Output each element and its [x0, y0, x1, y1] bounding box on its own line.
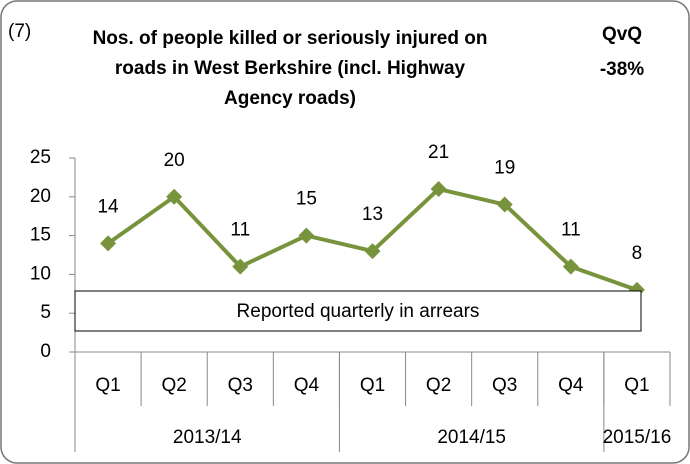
x-tick-label: Q1 [624, 375, 649, 396]
data-label: 8 [632, 243, 643, 264]
data-marker [364, 243, 381, 260]
group-label: 2015/16 [603, 427, 672, 448]
annotation-box [74, 290, 642, 332]
group-label: 2014/15 [437, 427, 506, 448]
data-marker [298, 227, 315, 244]
data-label: 14 [97, 196, 119, 217]
group-label: 2013/14 [173, 427, 242, 448]
data-label: 11 [230, 220, 250, 241]
data-label: 15 [296, 189, 317, 210]
x-tick-label: Q3 [228, 375, 253, 396]
x-tick-label: Q4 [294, 375, 320, 396]
y-tick-label: 5 [40, 302, 51, 323]
x-tick-label: Q4 [558, 375, 584, 396]
data-marker [166, 188, 183, 205]
data-label: 21 [428, 142, 449, 163]
qvq-label: QvQ [602, 24, 642, 45]
x-tick-label: Q1 [360, 375, 385, 396]
data-label: 20 [164, 150, 185, 171]
data-label: 13 [362, 204, 383, 225]
data-marker [562, 258, 579, 275]
qvq-value: -38% [600, 59, 644, 80]
x-tick-label: Q1 [95, 375, 120, 396]
y-tick-label: 15 [30, 225, 51, 246]
x-tick-label: Q2 [426, 375, 451, 396]
data-marker [100, 235, 117, 252]
data-label: 11 [561, 220, 581, 241]
panel-number: (7) [8, 21, 31, 42]
chart-title: Nos. of people killed or seriously injur… [92, 28, 488, 109]
x-tick-label: Q3 [492, 375, 517, 396]
y-tick-label: 0 [40, 341, 51, 362]
data-label: 19 [494, 158, 515, 179]
data-marker [496, 196, 513, 213]
annotation-text: Reported quarterly in arrears [237, 301, 480, 322]
data-marker [430, 181, 447, 198]
y-tick-label: 10 [30, 263, 51, 284]
y-tick-label: 20 [30, 186, 51, 207]
data-marker [232, 258, 249, 275]
y-tick-label: 25 [30, 147, 51, 168]
x-tick-label: Q2 [161, 375, 186, 396]
